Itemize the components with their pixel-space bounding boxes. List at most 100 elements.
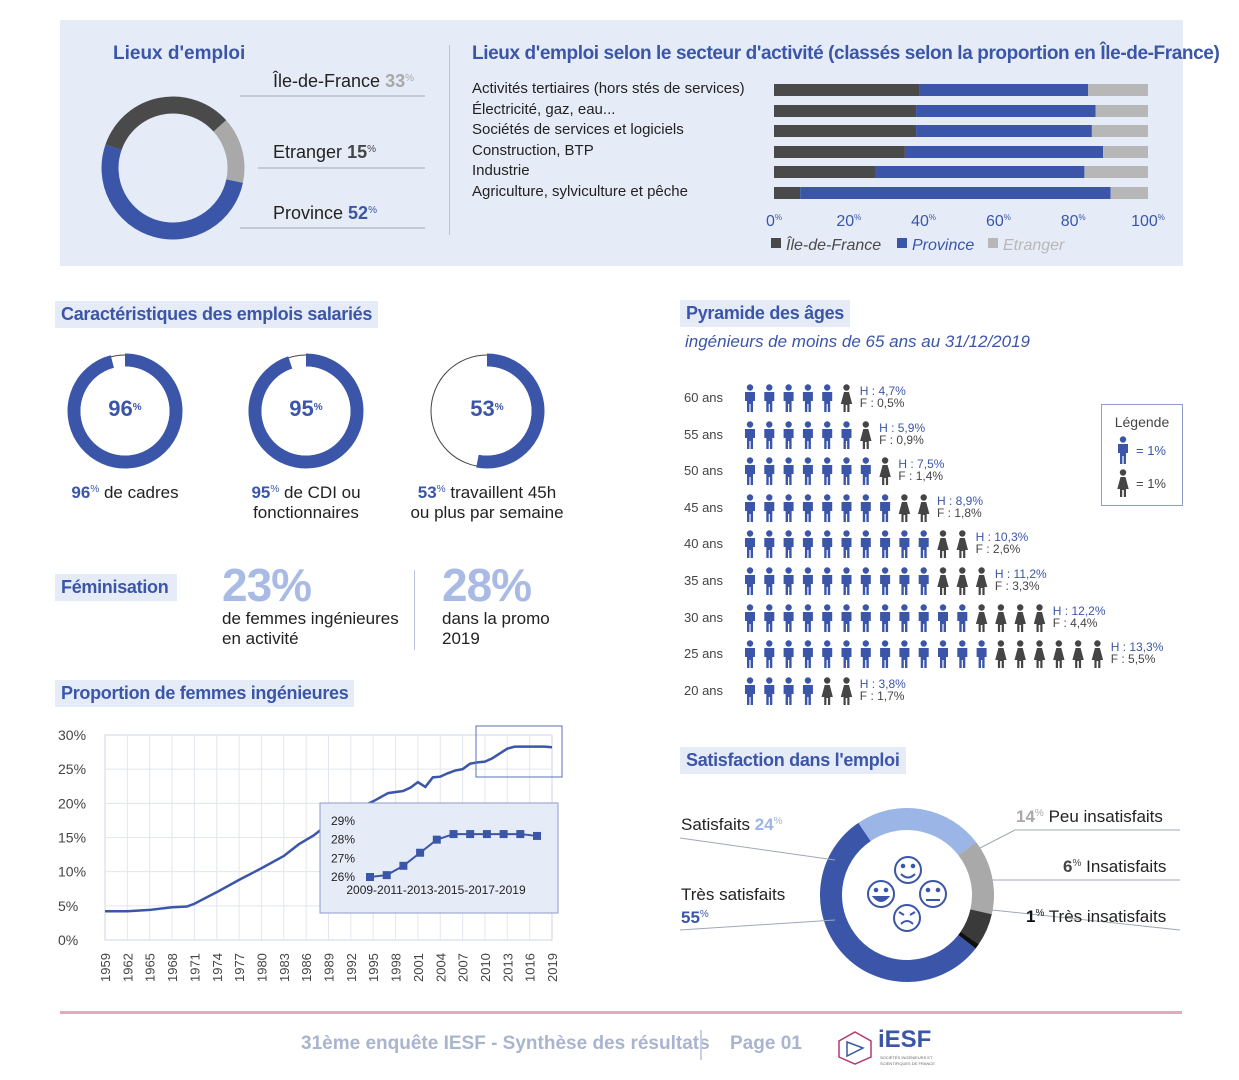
pyramide-h-value: H : 13,3% xyxy=(1110,640,1164,655)
pyramide-f-value: F : 5,5% xyxy=(1110,652,1156,667)
legend-female-text: = 1% xyxy=(1136,476,1166,491)
male-person-icon xyxy=(841,567,852,595)
ring-chart-cdi xyxy=(248,353,364,469)
x-tick-label: 2013 xyxy=(500,953,515,982)
ring-arc xyxy=(67,353,183,469)
satisfaction-slice-3 xyxy=(958,931,979,949)
male-person-icon xyxy=(783,530,794,559)
male-person-icon xyxy=(783,567,794,595)
female-person-icon xyxy=(995,603,1007,632)
legend-title: Légende xyxy=(1114,414,1170,430)
inset-point xyxy=(366,873,374,881)
x-tick-label: 1998 xyxy=(389,953,404,982)
ring-caption-cdi: 95% de CDI ou fonctionnaires xyxy=(251,483,361,522)
inset-point xyxy=(482,830,491,839)
female-person-icon xyxy=(840,677,853,705)
ring-caption-text2: fonctionnaires xyxy=(253,503,359,522)
lieux-slice-2 xyxy=(105,96,227,151)
secteur-bar-3-1 xyxy=(904,146,1104,158)
sat-peu-value: 14 xyxy=(1016,807,1035,826)
x-tick-label: 1989 xyxy=(322,953,337,982)
secteur-bar-1-1 xyxy=(916,105,1096,117)
male-person-icon xyxy=(841,640,852,669)
y-tick-label: 10% xyxy=(58,864,86,880)
male-person-icon xyxy=(783,384,794,412)
lieux-slice-1 xyxy=(101,144,243,240)
male-person-icon xyxy=(802,494,813,522)
pyramide-age-label: 50 ans xyxy=(684,463,724,479)
male-person-icon xyxy=(899,567,910,595)
pyramide-h-value: H : 11,2% xyxy=(994,567,1047,581)
pyramide-age-label: 25 ans xyxy=(684,646,724,662)
male-person-icon xyxy=(783,640,794,669)
ring-caption-text2: ou plus par semaine xyxy=(410,503,564,522)
male-person-icon xyxy=(957,640,968,669)
male-person-icon xyxy=(802,384,813,412)
sat-label-tres-satisfaits: Très satisfaits 55% xyxy=(681,885,786,927)
satisfaction-slice-2 xyxy=(960,908,992,945)
pyramide-h-value: H : 3,8% xyxy=(859,676,906,691)
ring-caption-value: 53 xyxy=(417,483,437,502)
pyramide-h-value: H : 10,3% xyxy=(975,530,1029,545)
female-person-icon xyxy=(975,603,988,632)
x-tick-label: 1995 xyxy=(366,953,381,982)
x-tick-label: 2001 xyxy=(411,953,426,982)
x-tick-label: 1986 xyxy=(299,953,314,982)
male-person-icon xyxy=(745,384,755,412)
footer-rule xyxy=(60,1011,1182,1014)
male-person-icon xyxy=(822,603,833,632)
secteur-bar-4-0 xyxy=(774,166,875,178)
male-person-icon xyxy=(938,640,948,669)
female-person-icon xyxy=(1033,603,1046,632)
y-tick-label: 0% xyxy=(58,932,78,948)
lieux-province-value: 52 xyxy=(348,203,369,223)
secteur-tick: 0% xyxy=(766,213,782,230)
male-person-icon xyxy=(880,530,891,559)
lieux-label-etranger: Etranger 15% xyxy=(273,142,376,162)
male-person-icon xyxy=(880,603,891,632)
secteur-legend: Île-de-France Province Etranger xyxy=(771,235,1065,254)
inset-yticks: 29% 28% 27% 26% xyxy=(331,814,355,884)
male-person-icon xyxy=(938,603,948,632)
iesf-logo-icon xyxy=(838,1031,872,1065)
pyramide-row-icons xyxy=(745,420,872,449)
pyramide-row-icons xyxy=(745,603,1046,632)
y-tick-label: 30% xyxy=(58,727,86,743)
secteur-tick: 100% xyxy=(1131,213,1165,230)
ring-arc xyxy=(248,353,364,469)
pyramide-f-value: F : 1,8% xyxy=(937,505,982,520)
female-person-icon xyxy=(937,530,949,559)
female-person-icon xyxy=(995,640,1007,669)
male-person-icon xyxy=(822,567,833,595)
iesf-logo-text: iESF xyxy=(878,1026,932,1053)
male-person-icon xyxy=(745,420,755,449)
pyramide-age-label: 35 ans xyxy=(684,573,724,588)
pyramide-age-label: 55 ans xyxy=(684,426,724,442)
lieux-idf-name: Île-de-France xyxy=(273,71,381,91)
satisfaction-donut xyxy=(820,808,994,982)
pyramide-row-values: H : 13,3% F : 5,5% xyxy=(1111,641,1164,665)
sat-tres-sat-name: Très satisfaits xyxy=(681,885,786,904)
male-person-icon xyxy=(745,567,755,595)
secteur-bar-5-2 xyxy=(1110,187,1148,199)
pyramide-row-values: H : 11,2% F : 3,3% xyxy=(995,568,1047,592)
male-person-icon xyxy=(860,457,871,486)
male-person-icon xyxy=(745,640,755,669)
inset-point xyxy=(416,848,425,857)
legend-province: Province xyxy=(912,237,974,254)
lieux-donut-chart xyxy=(101,95,425,240)
pyramide-row-values: H : 5,9% F : 0,9% xyxy=(879,422,925,446)
inset-point xyxy=(516,830,525,839)
ring-center-45h: 53% xyxy=(470,396,504,421)
x-tick-label: 1962 xyxy=(120,953,135,982)
pyramide-legend: Légende = 1% = 1% xyxy=(1101,404,1183,506)
male-person-icon xyxy=(918,567,929,595)
inset-point xyxy=(432,835,441,844)
pyramide-row-values: H : 7,5% F : 1,4% xyxy=(898,458,944,482)
secteur-bar-1-2 xyxy=(1095,105,1148,117)
female-person-icon xyxy=(898,494,911,522)
proportion-title: Proportion de femmes ingénieures xyxy=(55,680,355,707)
ring-caption-value: 96 xyxy=(71,483,91,502)
x-tick-label: 1959 xyxy=(98,953,113,982)
proportion-inset: 29% 28% 27% 26% 2009-2011-2013-2015-2017-20… xyxy=(319,802,559,914)
